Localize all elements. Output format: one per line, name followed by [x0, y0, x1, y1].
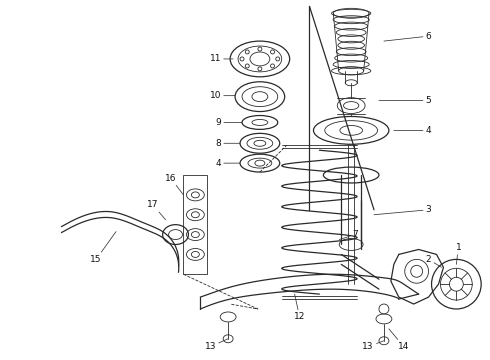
Text: 14: 14: [389, 329, 410, 351]
Text: 4: 4: [394, 126, 431, 135]
Text: 8: 8: [215, 139, 240, 148]
Bar: [183, 175, 207, 274]
Text: 7: 7: [339, 230, 358, 239]
Text: 11: 11: [210, 54, 233, 63]
Text: 12: 12: [294, 294, 305, 321]
Text: 13: 13: [362, 341, 384, 351]
Text: 9: 9: [215, 118, 242, 127]
Text: 6: 6: [384, 32, 432, 41]
Text: 16: 16: [165, 174, 183, 195]
Text: 15: 15: [91, 231, 116, 264]
Text: 3: 3: [374, 205, 432, 215]
Text: 13: 13: [204, 339, 228, 351]
Text: 1: 1: [456, 243, 461, 264]
Text: 17: 17: [147, 200, 166, 220]
Text: 10: 10: [210, 91, 235, 100]
Text: 5: 5: [379, 96, 432, 105]
Text: 2: 2: [426, 255, 441, 267]
Text: 4: 4: [216, 159, 240, 168]
